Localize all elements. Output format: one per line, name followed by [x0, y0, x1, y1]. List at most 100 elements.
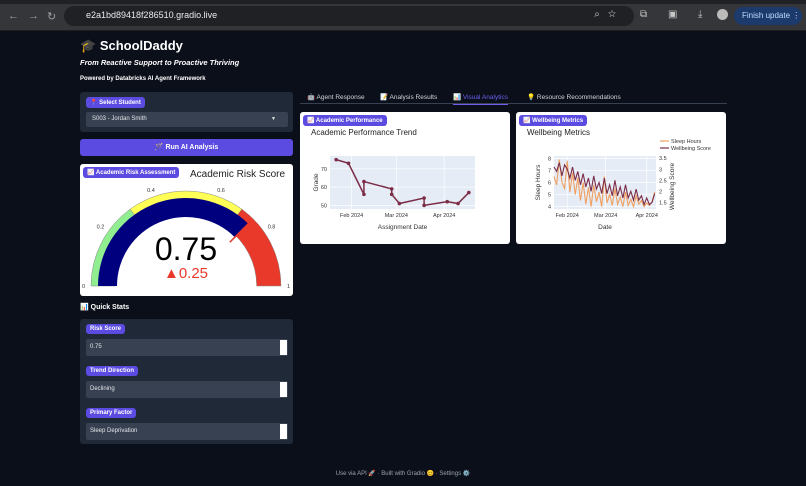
- gauge-tick-label: 0.4: [147, 188, 155, 194]
- field-handle: [280, 424, 287, 439]
- grade-point: [467, 190, 471, 195]
- browser-toolbar: ← → ↻ e2a1bd89418f286510.gradio.live ⌕☆ …: [0, 0, 806, 31]
- y2-tick-label: 1.5: [659, 200, 667, 206]
- x-tick-label: Mar 2024: [385, 213, 408, 219]
- quick-stats-title: 📊 Quick Stats: [80, 304, 130, 311]
- grade-point: [346, 161, 351, 166]
- grade-point: [422, 203, 426, 208]
- zoom-icon[interactable]: ⌕: [594, 9, 608, 20]
- primary-factor-label: Primary Factor: [86, 408, 137, 418]
- wellbeing-metrics-chart: Wellbeing Metrics Feb 2024 Mar 2024 Apr 202…: [527, 128, 711, 231]
- legend-label: Wellbeing Score: [671, 146, 711, 152]
- y2-tick-label: 3.5: [659, 156, 667, 162]
- y-tick-label: 4: [548, 205, 551, 211]
- title-text: SchoolDaddy: [99, 38, 183, 53]
- address-bar[interactable]: e2a1bd89418f286510.gradio.live ⌕☆: [64, 6, 634, 26]
- gauge-tick-label: 0.8: [268, 225, 276, 231]
- x-axis-label: Assignment Date: [378, 224, 428, 231]
- risk-score-label: Risk Score: [86, 324, 126, 334]
- x-tick-label: Mar 2024: [594, 213, 617, 219]
- x-tick-label: Feb 2024: [340, 213, 363, 219]
- student-dropdown[interactable]: S003 - Jordan Smith ▼: [86, 112, 288, 127]
- gauge-title: Academic Risk Score: [190, 169, 285, 180]
- x-tick-label: Apr 2024: [636, 213, 658, 219]
- finish-update-label: Finish update: [742, 11, 791, 20]
- finish-update-button[interactable]: Finish update ⋮: [734, 7, 802, 25]
- y-tick-label: 50: [321, 203, 327, 209]
- x-axis-label: Date: [598, 224, 612, 231]
- grade-point: [334, 157, 338, 162]
- primary-factor-value: Sleep Deprivation: [90, 428, 138, 434]
- gauge-tick-label: 0: [82, 284, 85, 290]
- y-tick-label: 70: [321, 167, 327, 173]
- y2-tick-label: 2.5: [659, 178, 667, 184]
- side-panel-icon[interactable]: ▣: [668, 9, 678, 20]
- series-line-sleep-hours: [553, 159, 656, 209]
- footer-separator: ·: [435, 471, 438, 477]
- risk-gauge-card: Academic Risk Score 0 0.2 0.4 0.6 0.8 1 0.75 ▲0.…: [80, 164, 293, 296]
- settings-link[interactable]: Settings ⚙️: [439, 471, 471, 477]
- grade-point: [362, 192, 366, 197]
- grade-point: [362, 179, 366, 184]
- wellbeing-metrics-label: 📈 Wellbeing Metrics: [519, 115, 588, 126]
- plot-area: [330, 156, 475, 209]
- y-axis-label: Sleep Hours: [535, 164, 542, 201]
- gauge-value-bar: [98, 198, 249, 286]
- footer-separator: ·: [377, 471, 380, 477]
- risk-score-value: 0.75: [90, 344, 102, 350]
- tab-visual-analytics[interactable]: 📊 Visual Analytics: [453, 93, 508, 105]
- tab-resource-recommendations[interactable]: 💡 Resource Recommendations: [527, 94, 621, 101]
- run-ai-analysis-button[interactable]: 🪄 Run AI Analysis: [80, 139, 293, 156]
- gauge-tick-label: 1: [287, 284, 290, 290]
- y2-axis-label: Wellbeing Score: [669, 163, 676, 211]
- gauge-delta: ▲0.25: [164, 265, 208, 282]
- gauge-tick-label: 0.6: [217, 188, 225, 194]
- use-via-api-link[interactable]: Use via API 🚀: [335, 471, 376, 477]
- y-tick-label: 7: [548, 168, 551, 174]
- grade-point: [422, 196, 426, 200]
- grade-point: [397, 201, 402, 206]
- grad-cap-icon: 🎓: [80, 38, 97, 53]
- extensions-icon[interactable]: ⧉: [640, 9, 648, 20]
- built-with-gradio-link[interactable]: Built with Gradio 😊: [381, 471, 435, 477]
- trend-direction-label: Trend Direction: [86, 366, 139, 376]
- download-icon[interactable]: ⤓: [698, 9, 703, 20]
- student-value: S003 - Jordan Smith: [92, 116, 147, 122]
- academic-performance-label: 📈 Academic Performance: [303, 115, 387, 126]
- series-line-wellbeing-score: [553, 162, 656, 207]
- y-axis-label: Grade: [313, 173, 320, 191]
- risk-score-field[interactable]: 0.75: [86, 339, 288, 356]
- grade-line: [335, 158, 470, 207]
- grade-point: [456, 201, 460, 206]
- bookmark-star-icon[interactable]: ☆: [607, 9, 624, 20]
- gauge-value: 0.75: [155, 231, 217, 267]
- app-subtitle: From Reactive Support to Proactive Thriv…: [80, 58, 240, 67]
- y-tick-label: 5: [548, 193, 551, 199]
- url-text: e2a1bd89418f286510.gradio.live: [86, 10, 218, 20]
- academic-performance-card: Academic Performance Trend Feb 2024 Mar 20…: [300, 112, 510, 244]
- y2-tick-label: 2: [659, 189, 662, 195]
- legend-label: Sleep Hours: [671, 139, 702, 145]
- chart-title: Wellbeing Metrics: [527, 128, 590, 137]
- grade-point: [445, 199, 450, 204]
- profile-avatar[interactable]: [717, 9, 728, 20]
- reload-button[interactable]: ↻: [47, 11, 57, 23]
- tab-analysis-results[interactable]: 📝 Analysis Results: [380, 94, 438, 101]
- select-student-label: 📍 Select Student: [86, 97, 145, 108]
- footer: Use via API 🚀 · Built with Gradio 😊 · Se…: [0, 470, 806, 477]
- back-button[interactable]: ←: [8, 10, 19, 22]
- forward-button[interactable]: →: [28, 10, 39, 22]
- field-handle: [280, 340, 287, 355]
- x-tick-label: Feb 2024: [556, 213, 579, 219]
- wellbeing-metrics-card: Wellbeing Metrics Feb 2024 Mar 2024 Apr 202…: [516, 112, 726, 244]
- chevron-down-icon: ▼: [271, 116, 276, 122]
- field-handle: [280, 382, 287, 397]
- primary-factor-field[interactable]: Sleep Deprivation: [86, 423, 288, 440]
- gauge-tick-label: 0.2: [97, 225, 105, 231]
- tab-agent-response[interactable]: 🤖 Agent Response: [307, 94, 365, 101]
- grade-point: [389, 192, 394, 197]
- y-tick-label: 6: [548, 181, 551, 187]
- y-tick-label: 8: [548, 156, 551, 162]
- y-tick-label: 60: [321, 185, 327, 191]
- trend-direction-field[interactable]: Declining: [86, 381, 288, 398]
